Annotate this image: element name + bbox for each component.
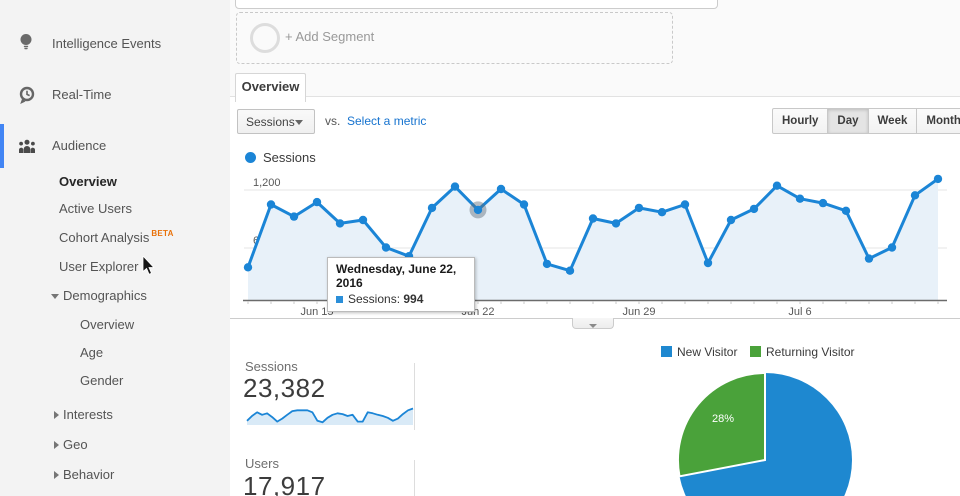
sessions-sparkline — [246, 407, 414, 425]
vs-label: vs. — [325, 114, 341, 128]
sidebar-item-real-time[interactable]: Real-Time — [52, 87, 112, 102]
sessions-legend-label: Sessions — [263, 150, 316, 165]
collapsed-arrow-icon — [54, 411, 59, 419]
granularity-button-group: Hourly Day Week Month — [772, 108, 960, 134]
mouse-cursor — [142, 256, 155, 275]
new-visitor-label: New Visitor — [677, 345, 738, 359]
svg-text:28%: 28% — [712, 413, 734, 425]
scorecard-divider — [414, 363, 415, 430]
sidebar-item-geo[interactable]: Geo — [54, 437, 88, 452]
svg-text:Jul 6: Jul 6 — [788, 306, 811, 318]
tooltip-value: 994 — [403, 292, 424, 306]
sidebar-item-demographics[interactable]: Demographics — [51, 288, 147, 303]
month-button[interactable]: Month — [916, 108, 960, 134]
sidebar-item-active-users[interactable]: Active Users — [59, 201, 132, 216]
scorecard-divider — [414, 460, 415, 496]
svg-text:Jun 15: Jun 15 — [300, 306, 333, 318]
tooltip-series-swatch — [336, 296, 343, 303]
realtime-clock-icon — [18, 86, 36, 110]
sessions-metric-value: 23,382 — [243, 373, 326, 403]
users-metric-label: Users — [245, 456, 279, 471]
expanded-arrow-icon — [51, 294, 59, 299]
tooltip-date: Wednesday, June 22, 2016 — [336, 262, 457, 290]
sessions-metric-label: Sessions — [245, 359, 298, 374]
sidebar-item-intelligence-events[interactable]: Intelligence Events — [52, 36, 162, 51]
collapse-chart-handle[interactable] — [572, 318, 614, 329]
add-segment-circle-icon — [250, 23, 280, 53]
sidebar-item-user-explorer[interactable]: User Explorer — [59, 259, 139, 274]
day-button[interactable]: Day — [827, 108, 869, 134]
chart-tooltip: Wednesday, June 22, 2016 Sessions: 994 — [327, 257, 475, 312]
chevron-down-icon — [295, 120, 303, 125]
tab-row-divider — [230, 96, 960, 97]
sessions-legend-dot — [245, 152, 256, 163]
sidebar-item-audience[interactable]: Audience — [52, 138, 107, 153]
sidebar-item-age[interactable]: Age — [80, 345, 104, 360]
segment-card-partial — [235, 0, 718, 9]
new-visitor-swatch — [661, 346, 672, 357]
sidebar-item-interests[interactable]: Interests — [54, 407, 113, 422]
hourly-button[interactable]: Hourly — [772, 108, 829, 134]
returning-visitor-swatch — [750, 346, 761, 357]
svg-text:Jun 29: Jun 29 — [622, 306, 655, 318]
tab-overview[interactable]: Overview — [235, 73, 306, 102]
metric-dropdown[interactable]: Sessions — [237, 109, 315, 134]
audience-people-icon — [18, 139, 36, 159]
add-segment-button[interactable]: + Add Segment — [236, 12, 673, 64]
beta-badge: BETA — [151, 229, 174, 238]
tooltip-series-label: Sessions: — [348, 292, 401, 306]
select-metric-link[interactable]: Select a metric — [347, 114, 427, 128]
sidebar-item-gender[interactable]: Gender — [80, 373, 124, 388]
sidebar: Intelligence Events Real-Time Audience O… — [0, 0, 230, 496]
sidebar-item-demographics-overview[interactable]: Overview — [80, 317, 135, 332]
chevron-down-icon — [589, 324, 597, 328]
returning-visitor-label: Returning Visitor — [766, 345, 855, 359]
sidebar-item-audience-overview[interactable]: Overview — [59, 174, 117, 189]
collapsed-arrow-icon — [54, 441, 59, 449]
visitor-type-pie-chart[interactable]: 28% — [640, 365, 960, 496]
users-metric-value: 17,917 — [243, 471, 326, 496]
sidebar-item-behavior[interactable]: Behavior — [54, 467, 114, 482]
lightbulb-icon — [18, 33, 34, 58]
collapsed-arrow-icon — [54, 471, 59, 479]
active-section-indicator — [0, 124, 4, 168]
week-button[interactable]: Week — [867, 108, 918, 134]
svg-text:1,200: 1,200 — [253, 177, 281, 189]
sidebar-item-cohort-analysis[interactable]: Cohort Analysis BETA — [59, 229, 174, 245]
report-header — [230, 0, 960, 96]
